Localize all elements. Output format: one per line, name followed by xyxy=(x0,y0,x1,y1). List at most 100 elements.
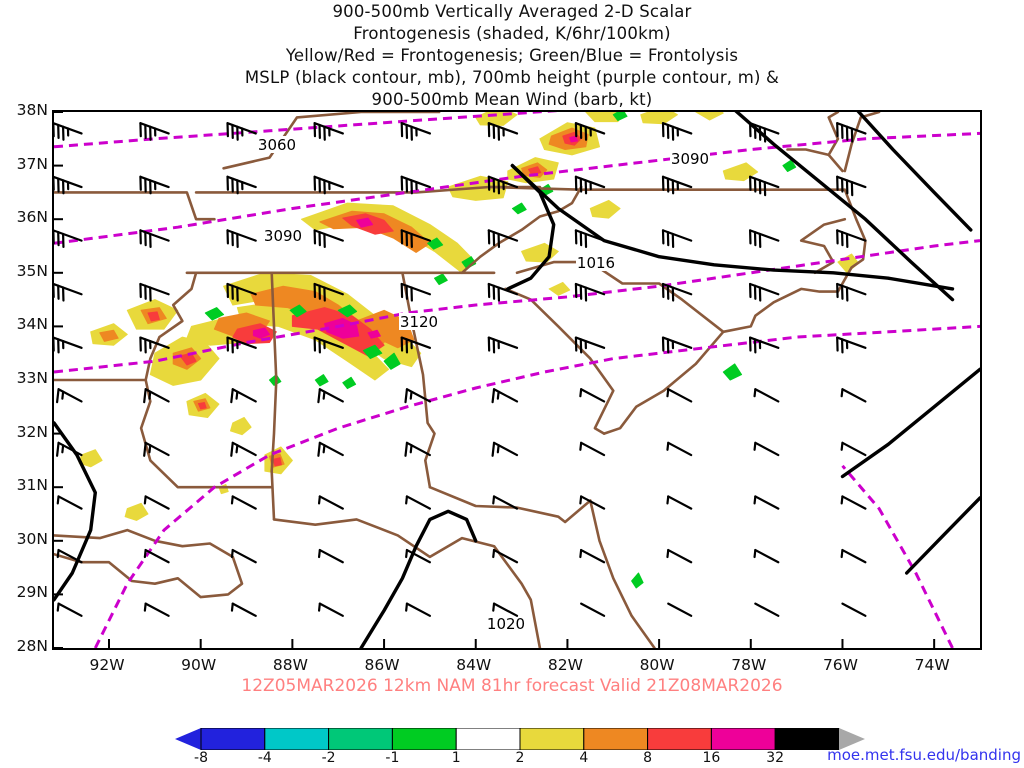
frontogenesis-shading xyxy=(461,256,477,269)
wind-barb xyxy=(661,175,693,195)
contour-label-bg xyxy=(670,150,710,167)
frontogenesis-shading xyxy=(383,352,401,370)
colorbar-swatch xyxy=(710,728,776,750)
wind-barb xyxy=(230,388,257,404)
frontogenesis-shading xyxy=(289,304,307,318)
title-line-5: 900-500mb Mean Wind (barb, kt) xyxy=(371,90,653,109)
frontogenesis-shading xyxy=(367,329,381,339)
title-line-3: Yellow/Red = Frontogenesis; Green/Blue =… xyxy=(285,46,739,65)
wind-barb xyxy=(143,495,170,510)
wind-barb xyxy=(139,175,170,195)
geography-outline xyxy=(799,217,847,275)
wind-barb xyxy=(226,336,257,354)
title-line-1: 900-500mb Vertically Averaged 2-D Scalar xyxy=(332,2,692,21)
wind-barb xyxy=(54,229,83,249)
wind-barb xyxy=(574,229,606,249)
wind-barb xyxy=(666,495,693,510)
geography-outline xyxy=(488,185,847,191)
colorbar-over-arrow xyxy=(839,728,865,750)
frontogenesis-shading xyxy=(99,329,119,342)
wind-barb xyxy=(230,602,257,617)
contour-label: 1020 xyxy=(487,615,525,633)
wind-barb xyxy=(487,336,519,354)
frontogenesis-shading xyxy=(337,304,358,318)
colorbar-tick-label: 16 xyxy=(702,750,721,766)
lat-tick-label: 38N xyxy=(16,101,48,119)
contour-label-bg xyxy=(486,615,526,632)
frontogenesis-shading xyxy=(218,484,229,495)
lat-tick-label: 32N xyxy=(16,422,48,441)
geography-outline xyxy=(602,188,867,435)
lon-tick-label: 76W xyxy=(822,656,858,674)
lon-tick-label: 88W xyxy=(272,656,308,674)
contour-label: 3120 xyxy=(400,313,438,331)
mslp-contour xyxy=(840,367,980,479)
wind-barb xyxy=(667,602,693,617)
wind-barb xyxy=(313,336,344,354)
wind-barb xyxy=(492,495,519,510)
frontogenesis-shading xyxy=(548,281,571,296)
colorbar-tick-label: -2 xyxy=(321,750,336,766)
mslp-contour xyxy=(856,112,973,232)
frontogenesis-shading xyxy=(356,217,374,228)
wind-barb xyxy=(666,441,693,457)
lat-tick-label: 36N xyxy=(16,208,48,227)
wind-barb xyxy=(405,548,432,564)
wind-barb xyxy=(841,602,867,617)
wind-barb xyxy=(840,495,867,510)
wind-barb xyxy=(230,548,257,564)
wind-barb xyxy=(317,441,344,457)
wind-barb xyxy=(226,175,257,195)
colorbar-swatch xyxy=(200,728,266,750)
wind-barb xyxy=(753,388,780,403)
title-line-2: Frontogenesis (shaded, K/6hr/100km) xyxy=(353,24,671,43)
colorbar-tick-label: 1 xyxy=(451,750,461,766)
wind-barb xyxy=(55,441,83,457)
lon-tick-label: 82W xyxy=(547,656,583,674)
frontogenesis-shading xyxy=(511,202,527,215)
lat-tick-label: 33N xyxy=(16,369,48,387)
wind-barb xyxy=(139,336,170,354)
lon-tick-label: 78W xyxy=(731,656,767,674)
wind-barb xyxy=(487,282,519,302)
wind-barb xyxy=(749,122,780,143)
wind-barb xyxy=(666,388,693,403)
colorbar-swatch xyxy=(328,728,393,750)
wind-barb xyxy=(753,495,780,510)
wind-barb xyxy=(491,441,519,457)
contour-label-bg xyxy=(576,254,616,271)
map-panel: 3060 3090 3090 3120 1016 1020 xyxy=(52,110,982,650)
wind-barb xyxy=(574,336,606,354)
wind-barb xyxy=(56,602,83,617)
geography-outline xyxy=(428,485,592,524)
wind-barb xyxy=(666,548,693,564)
colorbar-swatch xyxy=(455,728,521,750)
frontogenesis-shading xyxy=(342,376,357,390)
wind-barb xyxy=(487,229,519,249)
frontogenesis-shading xyxy=(434,273,448,286)
wind-barb xyxy=(317,602,344,617)
wind-barb xyxy=(226,229,257,249)
frontogenesis-shading xyxy=(301,202,477,274)
wind-barb xyxy=(317,548,344,564)
wind-barb xyxy=(400,229,432,249)
wind-barb xyxy=(661,122,693,141)
mslp-contour xyxy=(510,163,955,291)
wind-barb xyxy=(749,282,780,302)
wind-barb xyxy=(56,548,83,564)
wind-barb xyxy=(492,602,519,617)
wind-barb xyxy=(836,122,867,143)
wind-barb xyxy=(139,229,170,249)
wind-barb xyxy=(400,282,432,302)
geography-outline xyxy=(222,112,441,170)
wind-barb xyxy=(487,175,519,195)
lon-tick-label: 86W xyxy=(364,656,400,674)
frontogenesis-shading xyxy=(782,159,797,172)
frontogenesis-shading xyxy=(204,307,225,321)
colorbar-swatch xyxy=(583,728,649,750)
colorbar: -8 -4 -2 -1 1 2 4 8 16 32 xyxy=(175,728,865,768)
wind-barb xyxy=(487,122,519,141)
wind-barb xyxy=(54,122,83,141)
geography-outline xyxy=(588,499,656,648)
wind-barb xyxy=(579,495,606,510)
